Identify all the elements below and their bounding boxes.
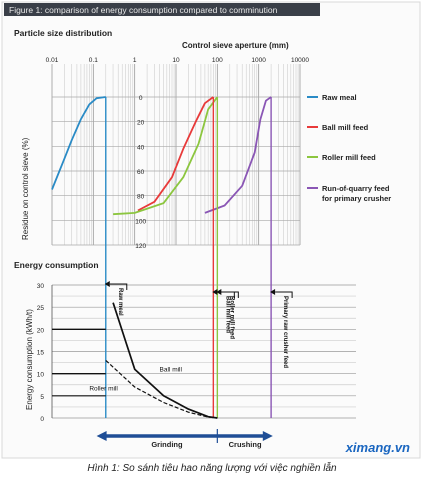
- psd-title: Particle size distribution: [14, 28, 112, 38]
- psd-y-tick-label: 60: [137, 169, 145, 176]
- psd-xlabel: Control sieve aperture (mm): [182, 41, 289, 50]
- roller-mill-curve-label: Roller mill: [89, 386, 118, 393]
- roller-mill-energy-curve: [105, 359, 218, 419]
- vertical-label-arrowhead: [104, 281, 110, 287]
- vertical-label: Roller mill feed: [228, 296, 234, 339]
- vertical-label-arrowhead: [212, 289, 218, 295]
- energy-grid: [51, 284, 356, 419]
- psd-x-tick-label: 100: [212, 57, 223, 64]
- ball-mill-curve-label: Ball mill: [160, 366, 183, 373]
- psd-x-tick-label: 10000: [291, 57, 309, 64]
- caption: Hình 1: So sánh tiêu hao năng lượng với …: [87, 461, 337, 474]
- vertical-label-pointer: [109, 283, 128, 290]
- energy-y-tick-label: 10: [37, 372, 45, 379]
- psd-x-tick-label: 1: [133, 57, 137, 64]
- vertical-label: Ball mill feed: [224, 296, 230, 333]
- primary-crusher-feed-curve: [204, 96, 272, 214]
- psd-x-tick-label: 1000: [251, 57, 266, 64]
- process-arrows: Grinding Crushing: [96, 429, 273, 449]
- vertical-label-pointer: [275, 291, 293, 298]
- vertical-label: Raw meal: [117, 288, 123, 316]
- energy-y-tick-label: 30: [37, 283, 45, 290]
- vertical-guides: [105, 97, 272, 418]
- psd-ylabel: Residue on control sieve (%): [21, 137, 30, 240]
- energy-y-tick-label: 0: [40, 416, 44, 423]
- psd-y-tick-label: 40: [137, 144, 145, 151]
- vertical-label-arrowhead: [270, 289, 276, 295]
- energy-series: [52, 302, 218, 419]
- psd-y-ticks: 0 20 40 60 80 100 120: [135, 95, 146, 250]
- figure-title-bar: [4, 3, 320, 16]
- psd-grid: [51, 64, 301, 246]
- energy-y-tick-label: 25: [37, 305, 45, 312]
- psd-y-tick-label: 120: [135, 243, 146, 250]
- psd-y-tick-label: 20: [137, 120, 145, 127]
- vertical-label-pointer: [221, 291, 239, 298]
- psd-series: [51, 96, 272, 216]
- energy-labels: Ball mill Roller mill Raw meal Ball mill fe…: [89, 281, 293, 393]
- energy-ylabel: Energy consumption (kWh/t): [25, 309, 34, 410]
- legend-label: for primary crusher: [322, 194, 391, 203]
- figure-title: Figure 1: comparison of energy consumpti…: [9, 5, 278, 15]
- vertical-label-arrowhead: [216, 289, 222, 295]
- legend-label: Raw meal: [322, 93, 357, 102]
- psd-legend: Raw meal Ball mill feed Roller mill feed Ru…: [307, 93, 391, 203]
- crushing-arrowhead: [262, 431, 273, 441]
- energy-y-tick-label: 20: [37, 327, 45, 334]
- energy-title: Energy consumption: [14, 260, 99, 270]
- psd-y-tick-label: 80: [137, 194, 145, 201]
- crushing-label: Crushing: [229, 440, 262, 449]
- vertical-label: Primary raw crusher feed: [282, 296, 288, 368]
- energy-y-tick-label: 5: [40, 394, 44, 401]
- psd-x-ticks: 0.01 0.1 1 10 100 1000 10000: [46, 57, 310, 64]
- psd-y-tick-label: 0: [139, 95, 143, 102]
- energy-y-tick-label: 15: [37, 350, 45, 357]
- ball-mill-feed-curve: [137, 96, 214, 212]
- roller-mill-feed-curve: [113, 96, 219, 216]
- psd-y-tick-label: 100: [135, 218, 146, 225]
- legend-label: Roller mill feed: [322, 153, 376, 162]
- psd-x-tick-label: 10: [172, 57, 180, 64]
- watermark: ximang.vn: [345, 440, 410, 455]
- psd-x-tick-label: 0.01: [46, 57, 59, 64]
- energy-y-ticks: 0 5 10 15 20 25 30: [37, 283, 45, 423]
- legend-label: Run-of-quarry feed: [322, 184, 390, 193]
- psd-x-tick-label: 0.1: [89, 57, 98, 64]
- grinding-label: Grinding: [151, 440, 183, 449]
- grinding-arrowhead: [96, 431, 107, 441]
- raw-meal-curve: [51, 96, 106, 190]
- legend-label: Ball mill feed: [322, 123, 369, 132]
